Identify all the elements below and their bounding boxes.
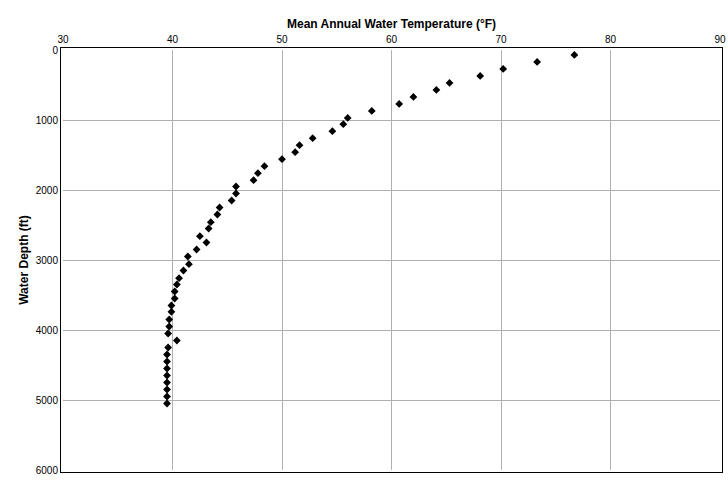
svg-text:80: 80 <box>605 34 617 45</box>
svg-text:3000: 3000 <box>36 255 59 266</box>
svg-text:4000: 4000 <box>36 325 59 336</box>
svg-text:90: 90 <box>714 34 726 45</box>
svg-text:30: 30 <box>57 34 69 45</box>
svg-text:50: 50 <box>276 34 288 45</box>
svg-text:Water Depth (ft): Water Depth (ft) <box>17 215 31 305</box>
svg-text:6000: 6000 <box>36 465 59 476</box>
svg-text:40: 40 <box>167 34 179 45</box>
svg-text:5000: 5000 <box>36 395 59 406</box>
svg-text:0: 0 <box>52 45 58 56</box>
svg-text:Mean Annual Water Temperature: Mean Annual Water Temperature (°F) <box>287 17 496 31</box>
svg-text:2000: 2000 <box>36 185 59 196</box>
svg-text:60: 60 <box>386 34 398 45</box>
svg-text:70: 70 <box>495 34 507 45</box>
svg-text:1000: 1000 <box>36 115 59 126</box>
